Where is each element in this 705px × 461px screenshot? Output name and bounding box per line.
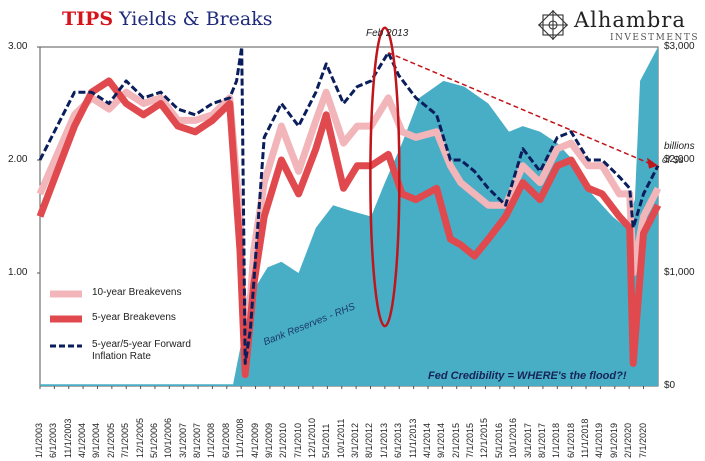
x-tick-label: 11/1/2013 [407, 418, 418, 458]
y-tick-label: 1.00 [8, 267, 28, 278]
x-tick-label: 6/1/2003 [48, 422, 59, 458]
title-part-1: TIPS [62, 8, 114, 30]
x-tick-label: 5/1/2016 [493, 422, 504, 458]
y-right-axis-label: billions [664, 141, 695, 152]
x-tick-label: 6/1/2018 [565, 422, 576, 458]
x-tick-label: 11/1/2008 [235, 418, 246, 458]
x-tick-label: 1/1/2018 [551, 422, 562, 458]
x-tick-label: 7/1/2005 [120, 422, 131, 458]
x-tick-label: 11/1/2003 [62, 418, 73, 458]
chart-title: TIPS Yields & Breaks [62, 8, 273, 30]
trend-line [388, 51, 651, 165]
x-tick-label: 2/1/2010 [278, 422, 289, 458]
legend-label-10-year: 10-year Breakevens [92, 287, 182, 298]
logo-name: Alhambra [574, 8, 686, 32]
feb-2013-highlight-ellipse [369, 26, 401, 328]
x-tick-label: 4/1/2009 [249, 422, 260, 458]
series-10-year-breakevens [36, 88, 662, 379]
x-tick-label: 12/1/2005 [134, 417, 145, 458]
legend-label-5-year: 5-year Breakevens [92, 312, 176, 323]
x-tick-label: 9/1/2009 [263, 422, 274, 458]
x-tick-label: 7/1/2015 [465, 422, 476, 458]
y-right-axis-label-2: of $s [662, 155, 684, 166]
x-tick-label: 6/1/2008 [220, 422, 231, 458]
x-tick-label: 3/1/2012 [350, 422, 361, 458]
y-right-tick-label: $2,000 [664, 154, 695, 165]
y-right-tick-label: $3,000 [664, 41, 695, 52]
legend-label-forward: 5-year/5-year Forward [92, 339, 191, 350]
x-tick-label: 9/1/2019 [608, 422, 619, 458]
x-tick-label: 3/1/2007 [177, 422, 188, 458]
x-tick-label: 11/1/2018 [580, 418, 591, 458]
y-right-tick-label: $1,000 [664, 267, 695, 278]
y-tick-label: 3.00 [8, 41, 28, 52]
x-tick-label: 2/1/2015 [450, 422, 461, 458]
x-tick-label: 4/1/2019 [594, 422, 605, 458]
x-tick-label: 4/1/2014 [421, 422, 432, 458]
x-tick-label: 8/1/2017 [536, 422, 547, 458]
x-tick-label: 3/1/2017 [522, 422, 533, 458]
x-tick-label: 5/1/2011 [321, 423, 332, 458]
x-tick-label: 9/1/2004 [91, 422, 102, 458]
x-tick-label: 10/1/2006 [163, 417, 174, 458]
x-tick-label: 1/1/2013 [378, 422, 389, 458]
x-tick-label: 7/1/2010 [292, 422, 303, 458]
legend-label-forward-2: Inflation Rate [92, 351, 151, 362]
x-tick-label: 10/1/2011 [335, 418, 346, 458]
trend-arrowhead [647, 157, 658, 169]
logo-subtitle: INVESTMENTS [610, 33, 699, 43]
feb-2013-label: Feb 2013 [366, 28, 409, 39]
x-tick-label: 1/1/2003 [34, 422, 44, 458]
logo: Alhambra INVESTMENTS [536, 6, 704, 46]
x-tick-label: 8/1/2012 [364, 422, 375, 458]
x-tick-label: 1/1/2008 [206, 422, 217, 458]
credibility-annotation: Fed Credibility = WHERE's the flood?! [428, 370, 627, 382]
x-tick-label: 7/1/2020 [637, 422, 648, 458]
x-tick-label: 12/1/2015 [479, 417, 490, 458]
x-tick-label: 5/1/2006 [148, 422, 159, 458]
x-tick-label: 9/1/2014 [436, 422, 447, 458]
x-tick-label: 8/1/2007 [192, 422, 203, 458]
series-5y5y-forward [38, 45, 660, 365]
x-tick-label: 2/1/2005 [105, 422, 116, 458]
y-tick-label: 2.00 [8, 154, 28, 165]
x-tick-label: 10/1/2016 [508, 417, 519, 458]
x-tick-label: 4/1/2004 [77, 422, 88, 458]
x-tick-label: 2/1/2020 [623, 422, 634, 458]
x-tick-label: 6/1/2013 [393, 422, 404, 458]
title-part-2: Yields & Breaks [119, 8, 273, 30]
series-bank-reserves-area [40, 47, 658, 386]
geometric-star-icon [538, 10, 568, 40]
x-tick-label: 12/1/2010 [307, 417, 318, 458]
series-5-year-breakevens [36, 77, 662, 379]
y-right-tick-label: $0 [664, 380, 676, 391]
